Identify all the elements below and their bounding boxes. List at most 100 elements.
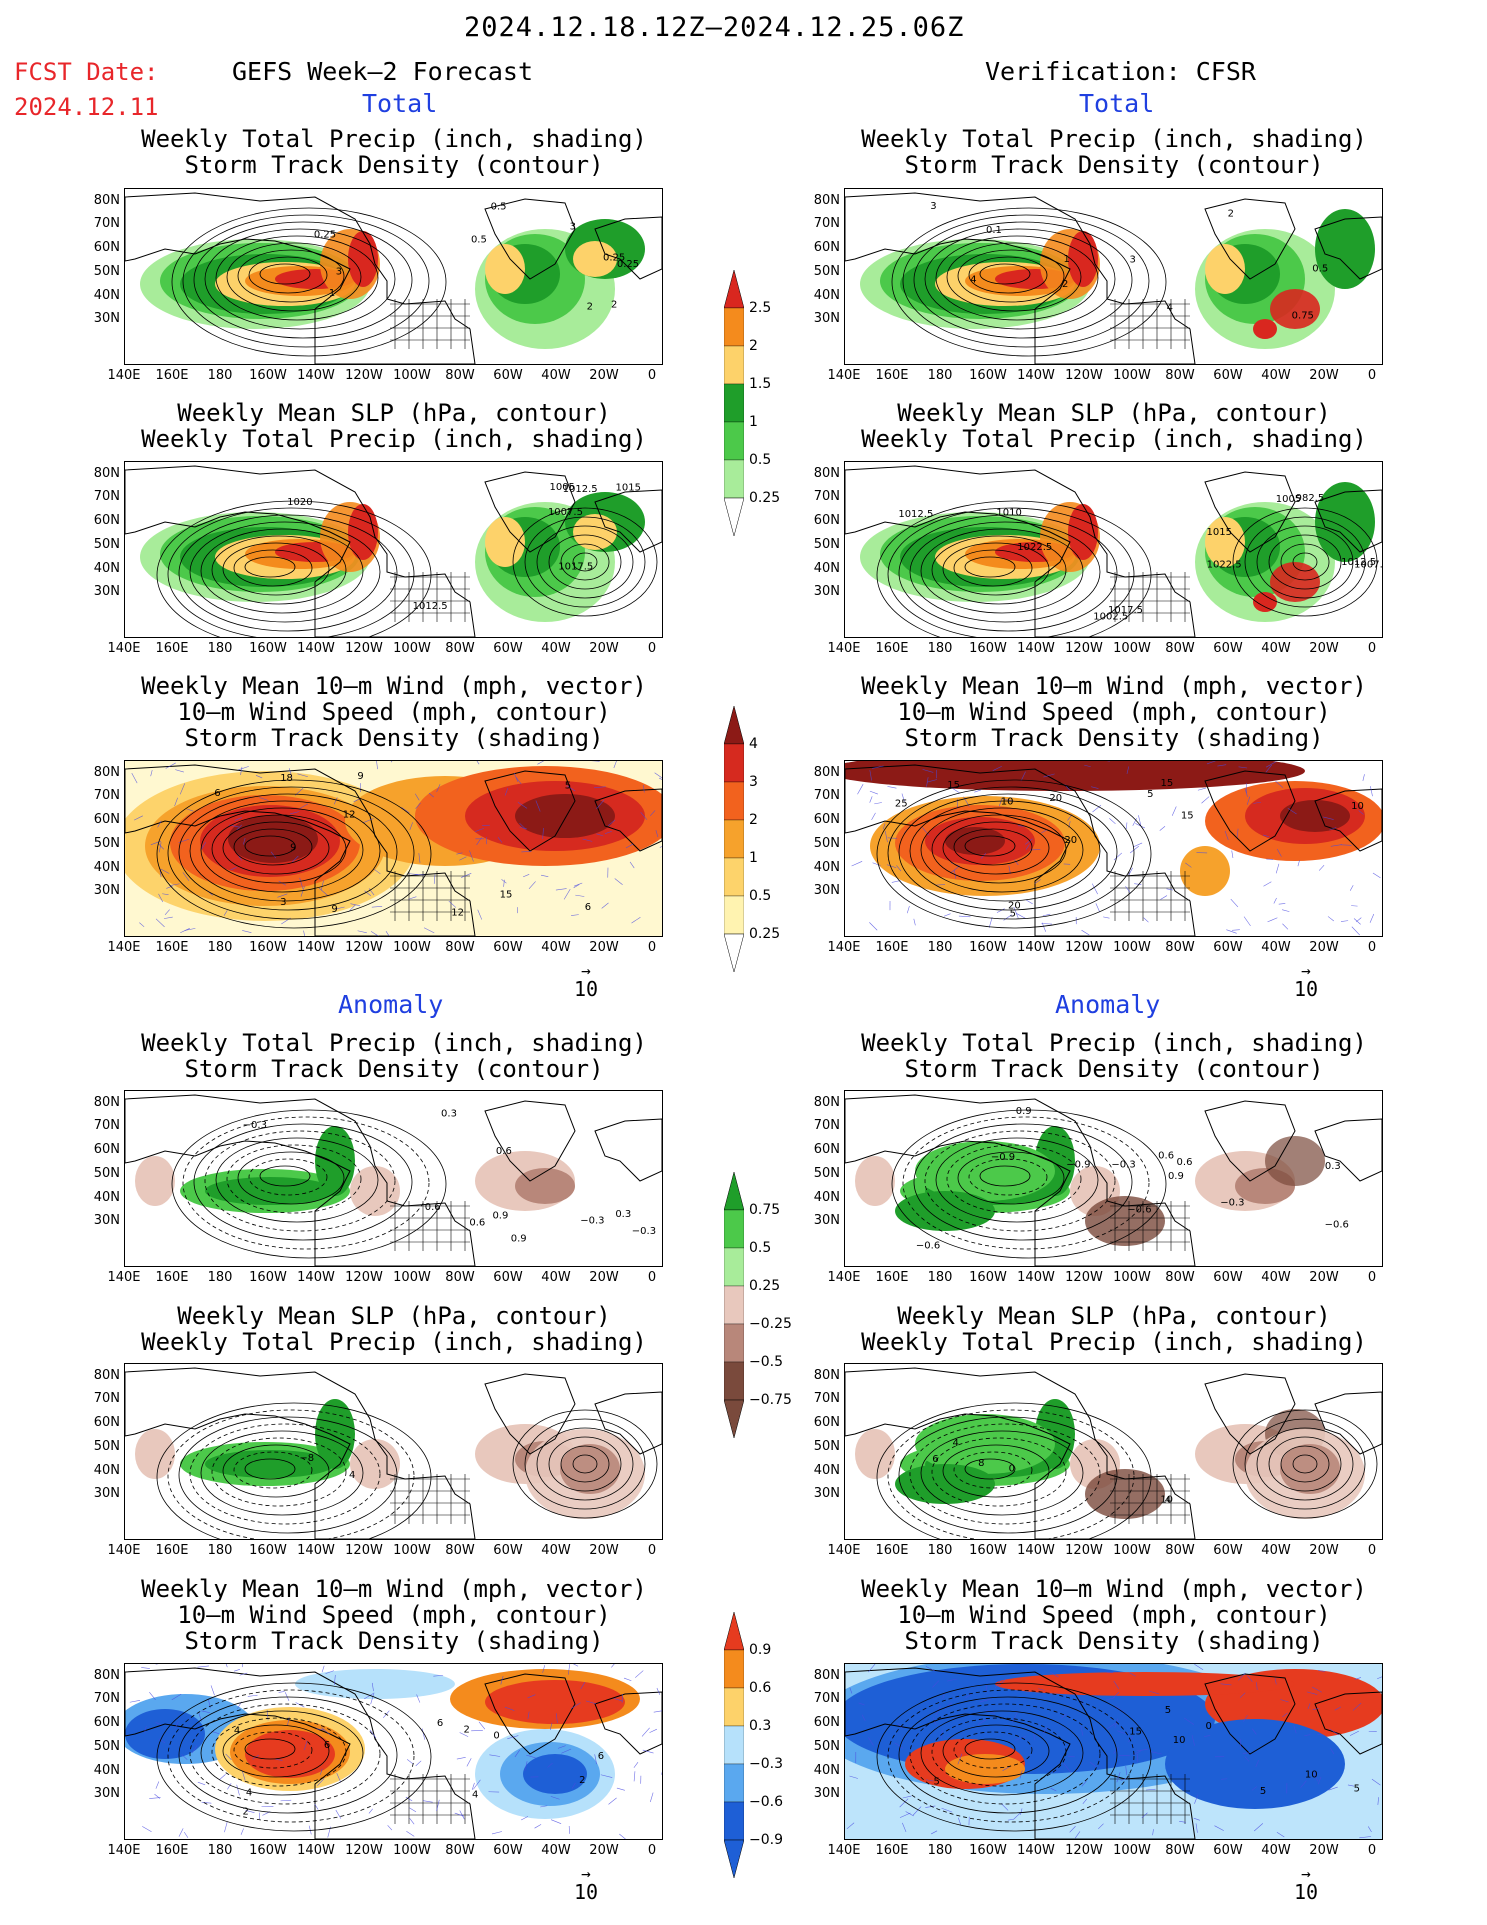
longitude-tick-label: 20W bbox=[1309, 940, 1339, 955]
longitude-tick-label: 160W bbox=[969, 368, 1007, 383]
map-panel-gefs-aprecip: −0.3 0.3 0.6 0.3 0.9 0.6 0.9 −0.3 −0.3 0.6 bbox=[124, 1090, 663, 1267]
longitude-tick-label: 60W bbox=[1213, 641, 1243, 656]
contour-label: 0.6 bbox=[496, 1146, 512, 1157]
contour-label: 0.5 bbox=[491, 201, 507, 212]
map-plot: 5 15 10 20 20 25 15 20 15 10 5 bbox=[845, 761, 1382, 936]
contour-label: −0.3 bbox=[1111, 1159, 1135, 1170]
contour-label: 15 bbox=[947, 780, 960, 791]
latitude-tick-label: 30N bbox=[813, 1786, 840, 1801]
longitude-tick-label: 100W bbox=[393, 1270, 431, 1285]
longitude-tick-label: 100W bbox=[1113, 1843, 1151, 1858]
contour-label: 982.5 bbox=[1296, 493, 1325, 504]
panel-title: Weekly Mean 10–m Wind (mph, vector) 10–m … bbox=[814, 1576, 1414, 1654]
longitude-tick-label: 60W bbox=[493, 1270, 523, 1285]
longitude-tick-label: 80W bbox=[445, 940, 475, 955]
contour-label: −0.3 bbox=[580, 1215, 604, 1226]
colorbar-tick-label: −0.6 bbox=[749, 1794, 783, 1810]
map-panel-gefs-slp: 1012.5 1020 1015 1017.5 1007.5 1012.5 1005 bbox=[124, 461, 663, 638]
longitude-tick-label: 120W bbox=[345, 1543, 383, 1558]
longitude-tick-label: 180 bbox=[927, 1543, 953, 1558]
longitude-tick-label: 80W bbox=[445, 1270, 475, 1285]
contour-label: 1005 bbox=[1276, 494, 1301, 505]
panel-title-line: Storm Track Density (contour) bbox=[184, 151, 604, 179]
longitude-tick-label: 120W bbox=[345, 1843, 383, 1858]
contour-label: 15 bbox=[1160, 778, 1173, 789]
colorbar-tick-label: 0.5 bbox=[749, 1240, 772, 1256]
longitude-tick-label: 20W bbox=[589, 1843, 619, 1858]
contour-label: 0.3 bbox=[441, 1109, 457, 1120]
contour-label: 10 bbox=[1001, 796, 1014, 807]
contour-label: 15 bbox=[1181, 811, 1194, 822]
latitude-tick-label: 30N bbox=[813, 311, 840, 326]
panel-title-line: Weekly Total Precip (inch, shading) bbox=[141, 125, 647, 153]
latitude-tick-label: 80N bbox=[93, 1368, 120, 1383]
contour-label: −0.3 bbox=[243, 1120, 267, 1131]
latitude-tick-label: 30N bbox=[813, 883, 840, 898]
longitude-tick-label: 140E bbox=[827, 368, 861, 383]
left-anomaly-label: Anomaly bbox=[338, 990, 444, 1019]
longitude-tick-label: 180 bbox=[927, 940, 953, 955]
panel-title-line: Weekly Total Precip (inch, shading) bbox=[141, 1328, 647, 1356]
contour-label: 6 bbox=[437, 1718, 443, 1729]
colorbar-tick-label: 0.75 bbox=[749, 1202, 781, 1218]
contour-label: 1022.5 bbox=[1017, 542, 1052, 553]
contour-label: 18 bbox=[280, 773, 293, 784]
contour-label: 0.9 bbox=[1168, 1171, 1184, 1182]
contour-label: 2 bbox=[1062, 279, 1068, 290]
contour-label: 6 bbox=[214, 788, 220, 799]
vector-reference: → 10 bbox=[1286, 1866, 1326, 1905]
colorbar-precip_anom bbox=[723, 1171, 745, 1439]
longitude-tick-label: 180 bbox=[207, 940, 233, 955]
longitude-tick-label: 140W bbox=[297, 641, 335, 656]
latitude-tick-label: 70N bbox=[813, 489, 840, 504]
longitude-tick-label: 160W bbox=[969, 641, 1007, 656]
longitude-tick-label: 80W bbox=[445, 641, 475, 656]
longitude-tick-label: 40W bbox=[1261, 1543, 1291, 1558]
map-panel-cfsr-slp: 1012.5 1010 1015 1017.5 1005 1002.5 1022.5 1022… bbox=[844, 461, 1383, 638]
longitude-tick-label: 160E bbox=[875, 1543, 909, 1558]
panel-title: Weekly Mean SLP (hPa, contour) Weekly Tot… bbox=[94, 400, 694, 452]
contour-label: 4 bbox=[349, 1470, 355, 1481]
contour-label: 2 bbox=[611, 300, 617, 311]
latitude-tick-label: 50N bbox=[813, 264, 840, 279]
longitude-tick-label: 120W bbox=[345, 1270, 383, 1285]
contour-label: 1002.5 bbox=[1093, 612, 1128, 623]
longitude-tick-label: 100W bbox=[393, 368, 431, 383]
contour-label: 0.6 bbox=[469, 1217, 485, 1228]
panel-title-line: Weekly Mean SLP (hPa, contour) bbox=[177, 1302, 611, 1330]
longitude-tick-label: 140W bbox=[297, 1270, 335, 1285]
map-panel-gefs-awind: 6 2 4 6 6 2 4 4 0 2 bbox=[124, 1663, 663, 1840]
contour-label: 5 bbox=[1147, 789, 1153, 800]
latitude-tick-label: 30N bbox=[93, 584, 120, 599]
latitude-tick-label: 40N bbox=[93, 1463, 120, 1478]
map-plot: 3 0.5 2 4 1 0.75 0.1 4 3 2 bbox=[845, 192, 1382, 364]
contour-label: 4 bbox=[1167, 303, 1173, 314]
longitude-tick-label: 80W bbox=[1165, 368, 1195, 383]
longitude-tick-label: 140E bbox=[827, 1543, 861, 1558]
contour-label: −0.3 bbox=[632, 1226, 656, 1237]
latitude-tick-label: 80N bbox=[93, 1095, 120, 1110]
longitude-tick-label: 120W bbox=[1065, 368, 1103, 383]
longitude-tick-label: 140W bbox=[297, 1843, 335, 1858]
longitude-tick-label: 140W bbox=[297, 940, 335, 955]
contour-label: 10 bbox=[1173, 1735, 1186, 1746]
longitude-tick-label: 160E bbox=[155, 368, 189, 383]
longitude-tick-label: 120W bbox=[1065, 641, 1103, 656]
latitude-tick-label: 30N bbox=[813, 1213, 840, 1228]
longitude-tick-label: 160E bbox=[155, 1543, 189, 1558]
contour-label: −0.6 bbox=[1127, 1204, 1151, 1215]
map-plot: 1012.5 1010 1015 1017.5 1005 1002.5 1022.5 1022… bbox=[845, 465, 1382, 637]
latitude-tick-label: 30N bbox=[93, 1486, 120, 1501]
colorbar-tick-label: 2 bbox=[749, 812, 758, 828]
contour-label: 12 bbox=[343, 810, 356, 821]
vector-reference-label: 10 bbox=[1293, 1880, 1319, 1904]
latitude-tick-label: 50N bbox=[93, 1166, 120, 1181]
contour-label: 1012.5 bbox=[898, 509, 933, 520]
longitude-tick-label: 100W bbox=[393, 940, 431, 955]
latitude-tick-label: 60N bbox=[813, 1142, 840, 1157]
longitude-tick-label: 40W bbox=[541, 368, 571, 383]
longitude-tick-label: 140E bbox=[827, 641, 861, 656]
longitude-tick-label: 140E bbox=[107, 1843, 141, 1858]
latitude-tick-label: 60N bbox=[813, 1415, 840, 1430]
left-column-title: GEFS Week–2 Forecast bbox=[232, 57, 534, 86]
